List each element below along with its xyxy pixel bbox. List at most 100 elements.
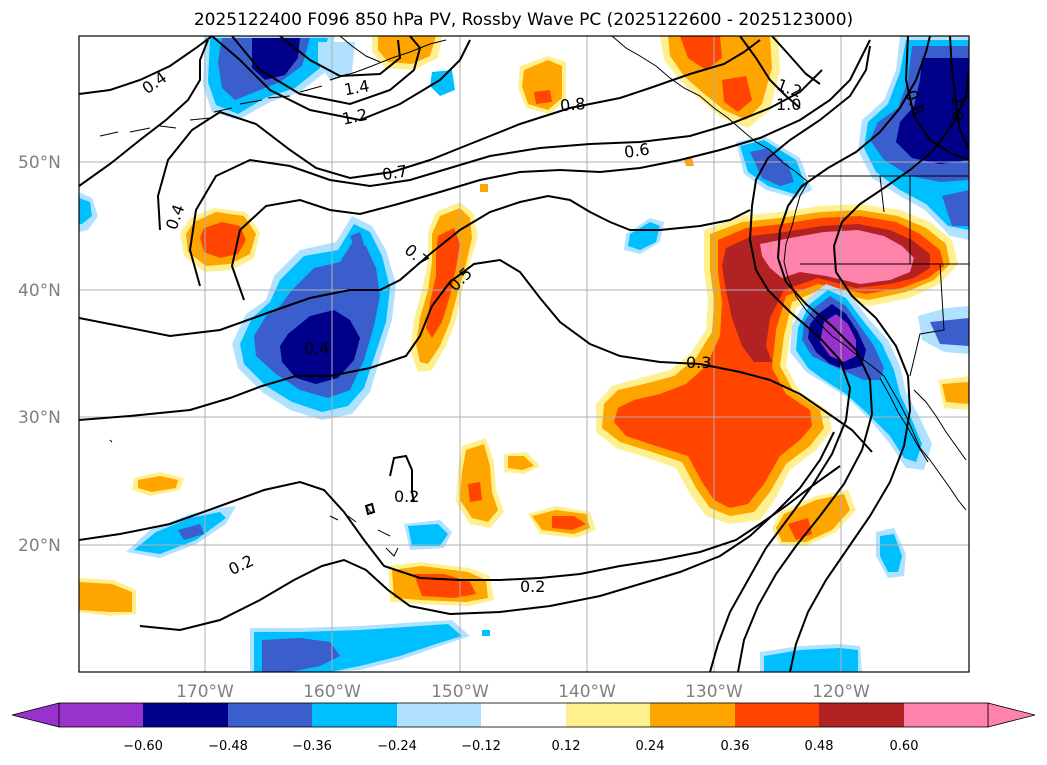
neg-blob-west-edge	[79, 198, 92, 224]
lon-label: 130°W	[685, 682, 743, 702]
contour-line	[737, 36, 931, 672]
pos-blob-172w	[138, 476, 178, 492]
contour-line	[279, 36, 402, 78]
contour-label: 1.2	[340, 105, 369, 129]
latitude-labels: 50°N 40°N 30°N 20°N	[18, 153, 61, 556]
lon-label: 120°W	[812, 682, 870, 702]
colorbar-segment	[228, 703, 312, 727]
pos-blob-east-edge	[942, 382, 969, 404]
colorbar-extend-min	[11, 702, 60, 728]
pos-blob-142w	[534, 90, 552, 104]
colorbar-segment	[735, 703, 819, 727]
lon-label: 140°W	[558, 682, 616, 702]
contour-line	[79, 258, 873, 453]
colorbar-tick-label: 0.12	[552, 739, 581, 754]
pos-blob-gulf-alaska	[722, 76, 752, 112]
contour-label: 0.4	[304, 339, 329, 358]
neg-blob-east-edge	[930, 318, 969, 346]
pos-blob-142w	[522, 60, 562, 110]
contour-line	[709, 45, 871, 672]
colorbar-segment	[59, 703, 143, 727]
contour-label: 1.0	[776, 95, 801, 114]
neg-blob-117w	[880, 534, 902, 572]
colorbar-tick-label: 0.24	[636, 739, 665, 754]
graticule	[79, 36, 969, 672]
neg-blob-canada	[896, 58, 969, 164]
lat-label: 50°N	[18, 153, 61, 173]
contour-label: 1.0	[948, 96, 967, 121]
neg-blob-hawaii	[408, 524, 448, 546]
colorbar-segment	[819, 703, 904, 727]
map-title: 2025122400 F096 850 hPa PV, Rossby Wave …	[193, 10, 854, 30]
neg-blob-160w	[280, 310, 360, 384]
pos-blob-150w	[426, 228, 460, 338]
colorbar-segments	[59, 703, 988, 727]
contour-line	[739, 36, 801, 109]
neg-blob-aleutian	[318, 42, 355, 80]
contour-line	[79, 194, 751, 338]
colorbar-segment	[143, 703, 228, 727]
contour-label: 0.6	[623, 139, 651, 161]
contour-labels: 0.4 1.4 1.2 0.8 1.2 1.0 0.6 0.7 0.4 0.7 …	[139, 68, 967, 596]
map-border	[78, 35, 970, 673]
colorbar-segment	[650, 703, 735, 727]
longitude-labels: 170°W 160°W 150°W 140°W 130°W 120°W	[176, 682, 870, 702]
pos-dot	[480, 184, 488, 192]
contour-label: 0.2	[520, 577, 545, 596]
pos-blob-east-pacific	[614, 216, 944, 508]
lon-label: 160°W	[303, 682, 361, 702]
contour-line	[79, 36, 213, 95]
contours	[79, 36, 969, 672]
contour-line	[949, 36, 969, 151]
pos-blob-east-pacific	[760, 230, 914, 284]
colorbar-tick-label: 0.36	[721, 739, 750, 754]
colorbar-segment	[566, 703, 650, 727]
coastline-baja	[879, 377, 967, 463]
coastline-us-border	[800, 175, 969, 377]
contour-label: 0.3	[686, 353, 711, 372]
coastlines	[99, 36, 969, 557]
contour-label: 0.8	[559, 94, 586, 115]
colorbar-frame	[58, 702, 989, 728]
neg-blob-bottom-east	[764, 648, 858, 672]
neg-blob-bc-coast	[750, 148, 794, 186]
neg-blob-aleutian	[252, 38, 300, 80]
pos-blob-gulf-alaska	[680, 36, 722, 70]
pos-blob-north	[378, 36, 436, 64]
contour-line	[79, 39, 209, 187]
neg-blob-bottom	[482, 630, 490, 636]
contour-line	[230, 39, 871, 301]
contour-line	[904, 36, 969, 161]
coastline-alaska	[329, 36, 447, 81]
contour-line	[139, 431, 835, 632]
colorbar-tick-label: 0.48	[805, 739, 834, 754]
contour-line	[231, 36, 422, 106]
pos-blob-small	[552, 516, 586, 530]
lat-label: 30°N	[18, 408, 61, 428]
neg-blob-bottom	[262, 638, 340, 672]
colorbar-labels: −0.60 −0.48 −0.36 −0.24 −0.12 0.12 0.24 …	[123, 739, 918, 754]
contour-label: 0.7	[381, 161, 409, 184]
coastline-islands	[109, 439, 113, 443]
colorbar-segment	[904, 703, 988, 727]
coastline-hawaii	[329, 505, 399, 557]
contour-line	[211, 36, 471, 122]
colorbar-tick-label: −0.12	[461, 739, 501, 754]
lon-label: 170°W	[176, 682, 234, 702]
colorbar-segment	[312, 703, 397, 727]
colorbar-tick-label: −0.36	[292, 739, 332, 754]
pos-blob-small	[508, 456, 534, 470]
colorbar-tick-label: −0.48	[208, 739, 248, 754]
colorbar-segment	[481, 703, 566, 727]
contour-line	[188, 69, 823, 287]
pos-blob-175w	[200, 222, 246, 258]
neg-blob-baja	[820, 314, 856, 362]
lat-label: 40°N	[18, 281, 61, 301]
colorbar-tick-label: −0.60	[123, 739, 163, 754]
contour-line	[79, 465, 841, 581]
colorbar-tick-label: 0.60	[890, 739, 919, 754]
contour-line	[389, 454, 415, 503]
colorbar-segment	[397, 703, 481, 727]
neg-blob-canada	[942, 190, 969, 226]
